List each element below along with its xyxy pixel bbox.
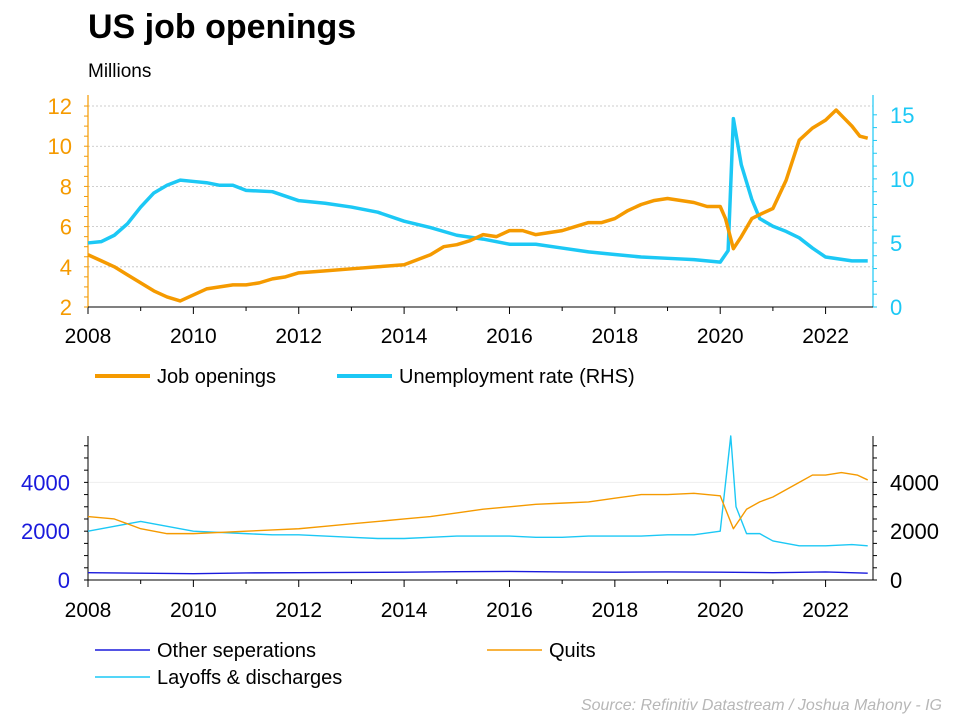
left-tick-label: 10 xyxy=(48,134,72,159)
right-tick-label: 5 xyxy=(890,231,902,256)
x-tick-label: 2010 xyxy=(170,599,217,622)
x-tick-label: 2020 xyxy=(697,599,744,622)
left-tick-label: 2 xyxy=(60,295,72,320)
left-tick-label: 2000 xyxy=(21,519,70,544)
right-tick-label: 2000 xyxy=(890,519,939,544)
left-tick-label: 4 xyxy=(60,255,72,280)
quits-line xyxy=(87,471,869,535)
legend-job-openings-label: Job openings xyxy=(157,366,276,388)
other-separations-line xyxy=(87,570,868,575)
x-tick-label: 2014 xyxy=(381,325,428,348)
x-tick-label: 2012 xyxy=(275,325,322,348)
x-tick-label: 2018 xyxy=(591,599,638,622)
unemployment-rate-line xyxy=(87,116,868,264)
x-tick-label: 2016 xyxy=(486,325,533,348)
x-tick-label: 2020 xyxy=(697,325,744,348)
bottom-chart: 2008 2010 2012 2014 2016 2018 2020 2022 0 2000 400… xyxy=(21,435,939,622)
x-tick-label: 2022 xyxy=(802,325,849,348)
chart-subtitle: Millions xyxy=(88,61,152,82)
x-tick-label: 2012 xyxy=(275,599,322,622)
layoffs-discharges-line xyxy=(87,435,868,547)
x-tick-label: 2014 xyxy=(381,599,428,622)
x-tick-label: 2022 xyxy=(802,599,849,622)
left-tick-label: 6 xyxy=(60,215,72,240)
legend-other-separations-label: Other seperations xyxy=(157,640,316,662)
x-tick-label: 2010 xyxy=(170,325,217,348)
x-tick-label: 2008 xyxy=(65,599,112,622)
left-tick-label: 8 xyxy=(60,174,72,199)
x-tick-label: 2018 xyxy=(591,325,638,348)
right-tick-label: 0 xyxy=(890,568,902,593)
right-tick-label: 15 xyxy=(890,103,914,128)
chart-title: US job openings xyxy=(88,8,357,46)
legend-layoffs-discharges-label: Layoffs & discharges xyxy=(157,667,342,689)
legend-quits-label: Quits xyxy=(549,640,596,662)
source-note: Source: Refinitiv Datastream / Joshua Ma… xyxy=(580,697,942,714)
top-chart: 2008 2010 2012 2014 2016 2018 2020 2022 2 4 6 8 10 12… xyxy=(48,94,915,348)
x-tick-label: 2008 xyxy=(65,325,112,348)
legend-unemployment-rate-label: Unemployment rate (RHS) xyxy=(399,366,635,388)
right-tick-label: 4000 xyxy=(890,470,939,495)
job-openings-line xyxy=(87,108,869,303)
left-tick-label: 0 xyxy=(58,568,70,593)
right-tick-label: 0 xyxy=(890,295,902,320)
legends: Job openings Unemployment rate (RHS) Other… xyxy=(95,366,635,689)
left-tick-label: 12 xyxy=(48,94,72,119)
x-tick-label: 2016 xyxy=(486,599,533,622)
right-tick-label: 10 xyxy=(890,167,914,192)
left-tick-label: 4000 xyxy=(21,470,70,495)
